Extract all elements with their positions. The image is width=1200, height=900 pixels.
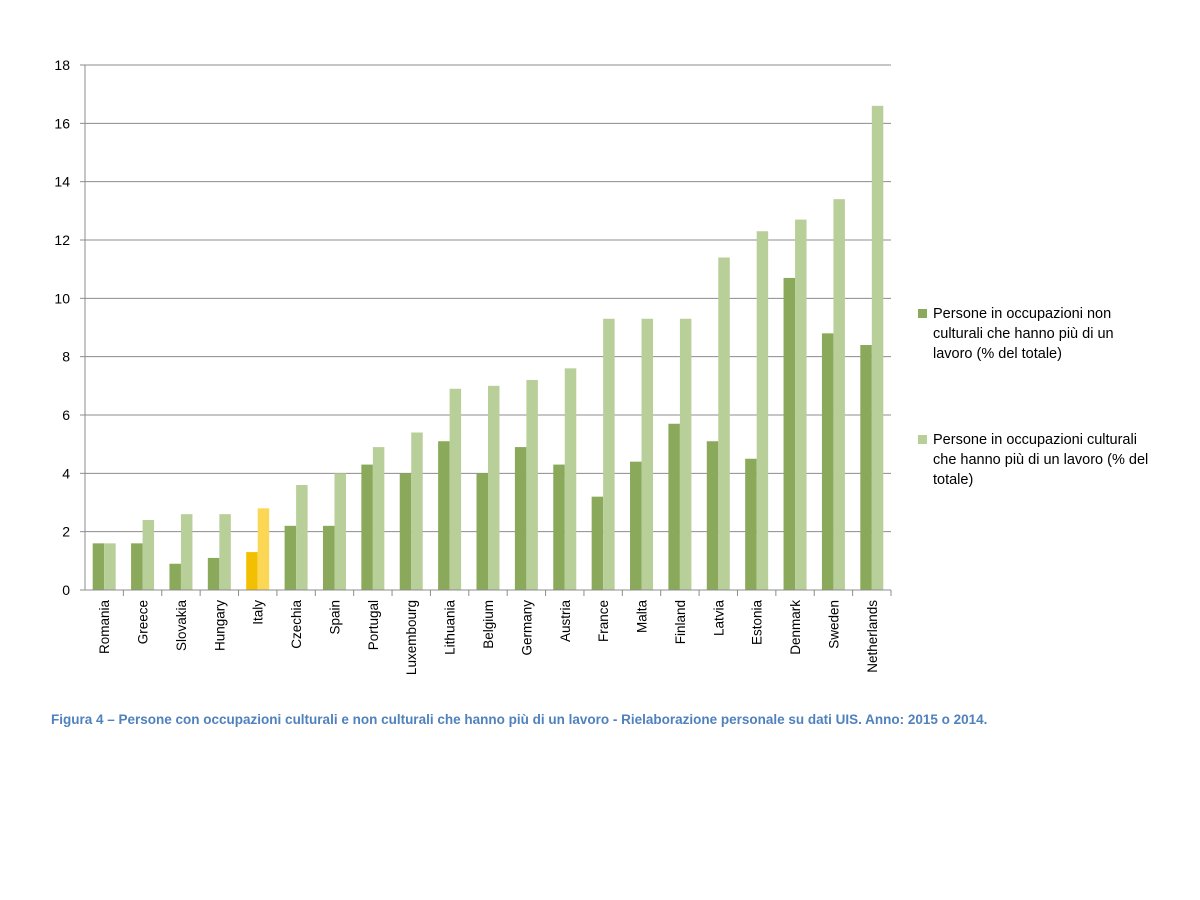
x-tick-label: Estonia — [750, 600, 765, 646]
x-tick-label: Sweden — [826, 600, 841, 649]
bar-sweden-series-1 — [821, 333, 834, 590]
x-tick-label: Slovakia — [174, 600, 189, 652]
bar-luxembourg-series-1 — [399, 473, 412, 590]
x-tick-label: Finland — [673, 600, 688, 644]
bar-lithuania-series-1 — [438, 441, 450, 590]
x-tick-label: Italy — [251, 600, 266, 625]
bar-romania-series-2 — [104, 543, 116, 590]
x-tick-label: Hungary — [212, 600, 227, 651]
legend-line: culturali che hanno più di un — [933, 326, 1114, 342]
y-tick-label: 8 — [62, 349, 70, 365]
bar-netherlands-series-2 — [871, 105, 884, 590]
y-tick-label: 0 — [62, 582, 70, 598]
bar-germany-series-1 — [514, 447, 527, 590]
bar-finland-series-2 — [679, 318, 692, 590]
x-axis-ticks: Romania Greece Slovakia Hungary Italy Czechia… — [97, 590, 892, 675]
x-tick-label: Belgium — [481, 600, 496, 649]
axes — [84, 65, 891, 591]
legend-swatch-cultural — [918, 435, 927, 444]
bar-belgium-series-1 — [476, 473, 488, 590]
bar-hungary-series-1 — [207, 557, 220, 590]
bar-greece-series-1 — [131, 543, 143, 590]
figure-caption: Figura 4 – Persone con occupazioni cultu… — [51, 712, 988, 727]
legend-line: che hanno più di un lavoro (% del — [933, 452, 1149, 468]
bar-italy-series-2 — [257, 508, 270, 590]
y-tick-label: 6 — [62, 407, 70, 423]
bar-slovakia-series-1 — [169, 563, 181, 590]
x-tick-label: Malta — [635, 600, 650, 634]
legend-label-cultural: Persone in occupazioni culturali che han… — [933, 430, 1148, 490]
bar-austria-series-2 — [564, 368, 577, 590]
bar-estonia-series-2 — [756, 231, 769, 590]
legend-item-cultural: Persone in occupazioni culturali che han… — [918, 430, 1178, 490]
bar-romania-series-1 — [92, 543, 105, 590]
bar-austria-series-1 — [553, 464, 565, 590]
x-tick-label: Germany — [519, 600, 534, 656]
bar-denmark-series-1 — [783, 277, 796, 590]
bar-czechia-series-1 — [284, 525, 297, 590]
bars — [92, 105, 884, 591]
y-tick-label: 10 — [54, 290, 70, 306]
bar-germany-series-2 — [526, 380, 538, 590]
bar-france-series-1 — [591, 496, 604, 590]
bar-latvia-series-2 — [718, 257, 730, 590]
bar-slovakia-series-2 — [180, 514, 193, 590]
legend-swatch-non-cultural — [918, 309, 927, 318]
y-tick-label: 18 — [54, 57, 70, 73]
y-tick-label: 16 — [54, 115, 70, 131]
x-tick-label: Latvia — [711, 600, 726, 637]
y-axis-ticks: 0 2 4 6 8 10 12 14 16 18 — [54, 57, 85, 598]
bar-spain-series-1 — [322, 525, 335, 590]
legend-label-non-cultural: Persone in occupazioni non culturali che… — [933, 304, 1114, 364]
bar-denmark-series-2 — [795, 219, 807, 591]
bar-latvia-series-1 — [706, 441, 719, 590]
y-tick-label: 14 — [54, 174, 70, 190]
legend-line: lavoro (% del totale) — [933, 346, 1062, 362]
y-tick-label: 4 — [62, 465, 70, 481]
legend-item-non-cultural: Persone in occupazioni non culturali che… — [918, 304, 1178, 364]
gridlines — [85, 64, 891, 533]
bar-spain-series-2 — [334, 473, 346, 590]
bar-belgium-series-2 — [488, 385, 500, 590]
legend-line: totale) — [933, 472, 974, 488]
bar-sweden-series-2 — [833, 199, 845, 590]
bar-estonia-series-1 — [745, 458, 757, 590]
y-tick-label: 12 — [54, 232, 70, 248]
legend-line: Persone in occupazioni culturali — [933, 432, 1137, 448]
bar-portugal-series-1 — [361, 464, 373, 590]
y-tick-label: 2 — [62, 524, 70, 540]
bar-malta-series-2 — [641, 318, 654, 590]
x-tick-label: Denmark — [788, 600, 803, 655]
x-tick-label: France — [596, 600, 611, 642]
x-tick-label: Portugal — [366, 600, 381, 650]
x-tick-label: Romania — [97, 600, 112, 655]
bar-netherlands-series-1 — [860, 345, 872, 590]
x-tick-label: Austria — [558, 600, 573, 643]
bar-lithuania-series-2 — [449, 388, 462, 590]
bar-hungary-series-2 — [219, 514, 231, 590]
x-tick-label: Luxembourg — [404, 600, 419, 675]
bar-malta-series-1 — [630, 461, 642, 590]
bar-finland-series-1 — [668, 423, 680, 590]
bar-luxembourg-series-2 — [411, 432, 423, 590]
bar-czechia-series-2 — [296, 485, 308, 590]
legend-line: Persone in occupazioni non — [933, 306, 1112, 322]
bar-france-series-2 — [603, 318, 615, 590]
bar-portugal-series-2 — [372, 447, 385, 590]
x-tick-label: Netherlands — [865, 600, 880, 673]
bar-italy-series-1 — [246, 552, 258, 590]
x-tick-label: Spain — [327, 600, 342, 635]
bar-greece-series-2 — [142, 520, 155, 590]
x-tick-label: Lithuania — [443, 600, 458, 655]
x-tick-label: Greece — [136, 600, 151, 644]
x-tick-label: Czechia — [289, 600, 304, 649]
